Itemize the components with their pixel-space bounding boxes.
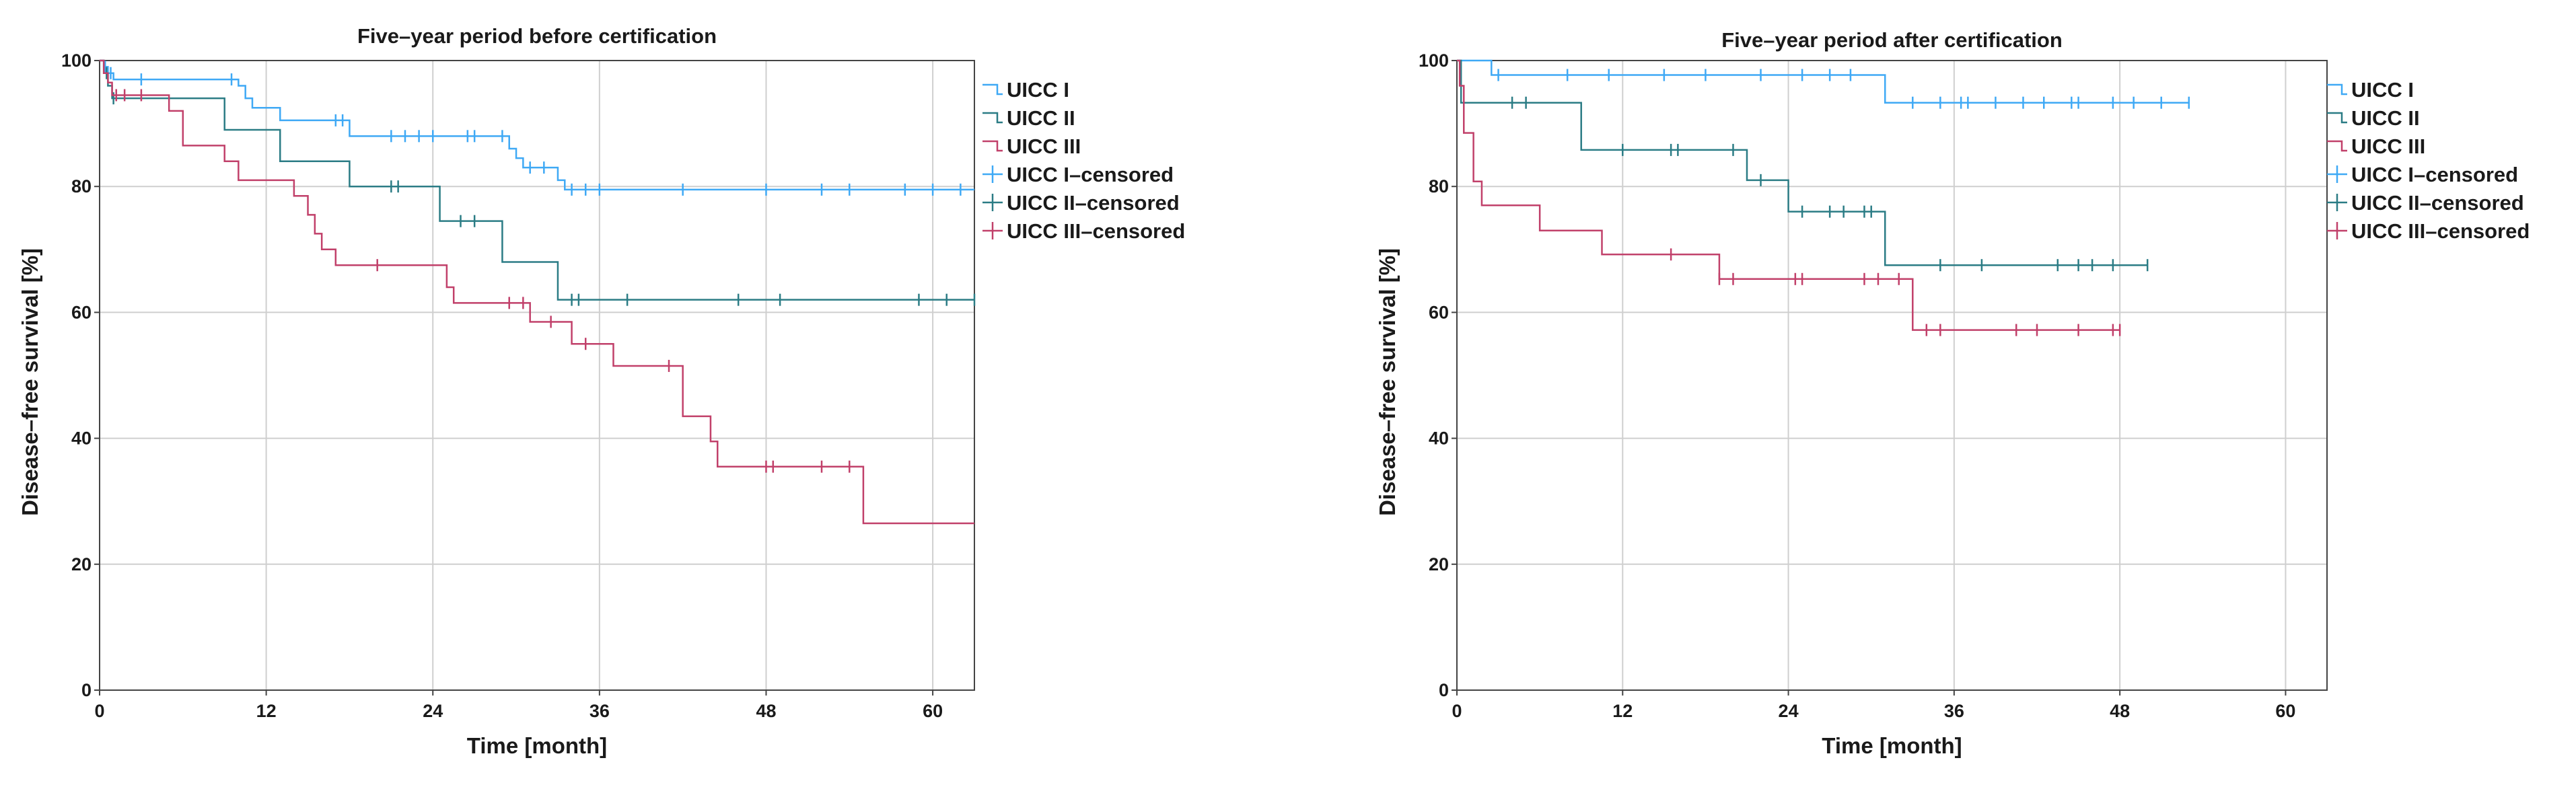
chart-panel-1: Five–year period before certification 0 20…	[17, 24, 1185, 758]
legend-label: UICC II–censored	[1007, 191, 1180, 215]
survival-curve-uicc-ii	[100, 59, 974, 301]
legend-label: UICC II	[2351, 106, 2420, 130]
legend-label: UICC II–censored	[2351, 191, 2524, 215]
survival-curve-uicc-iii	[100, 59, 974, 525]
legend: UICC I UICC II UICC III UICC I–censored UICC…	[982, 78, 1185, 243]
y-tick-label: 20	[1429, 554, 1449, 574]
y-tick-label: 40	[1429, 428, 1449, 449]
legend-label: UICC I	[1007, 78, 1069, 102]
chart-title: Five–year period before certification	[357, 24, 717, 48]
legend-line-swatch	[982, 83, 1003, 96]
x-tick-label: 0	[1452, 701, 1462, 721]
y-tick-label: 60	[71, 302, 92, 322]
legend-line-swatch	[2327, 140, 2347, 152]
legend-label: UICC III	[2351, 135, 2425, 158]
chart-title: Five–year period after certification	[1721, 28, 2063, 52]
x-tick-label: 48	[2110, 701, 2130, 721]
x-tick-label: 48	[756, 701, 776, 721]
x-tick-label: 24	[1779, 701, 1799, 721]
legend-line-swatch	[982, 140, 1003, 152]
y-tick-label: 100	[61, 50, 92, 71]
x-tick-label: 0	[94, 701, 104, 721]
x-axis-label: Time [month]	[1822, 733, 1962, 758]
legend-label: UICC II	[1007, 106, 1075, 130]
legend-label: UICC III–censored	[2351, 219, 2530, 243]
y-tick-label: 0	[1439, 680, 1449, 700]
x-tick-label: 12	[256, 701, 277, 721]
legend-label: UICC I	[2351, 78, 2414, 102]
y-tick-label: 40	[71, 428, 92, 449]
survival-curve-uicc-i	[1457, 59, 2189, 104]
y-axis-label: Disease–free survival [%]	[1375, 248, 1400, 516]
legend-line-swatch	[2327, 83, 2347, 96]
plot-area-frame	[99, 60, 975, 691]
survival-curve-uicc-iii	[1457, 59, 2120, 331]
y-tick-label: 80	[71, 176, 92, 196]
x-tick-label: 12	[1612, 701, 1633, 721]
legend-line-swatch	[2327, 112, 2347, 124]
survival-curve-uicc-ii	[1457, 59, 2148, 266]
x-tick-label: 36	[1944, 701, 1964, 721]
x-tick-label: 60	[923, 701, 943, 721]
x-tick-label: 36	[589, 701, 610, 721]
legend-line-swatch	[982, 112, 1003, 124]
y-tick-label: 60	[1429, 302, 1449, 322]
legend-label: UICC I–censored	[1007, 163, 1174, 186]
y-tick-label: 80	[1429, 176, 1449, 196]
y-tick-label: 20	[71, 554, 92, 574]
y-tick-label: 0	[81, 680, 92, 700]
x-tick-label: 60	[2275, 701, 2295, 721]
legend: UICC I UICC II UICC III UICC I–censored UICC…	[2327, 78, 2530, 243]
plot-area-frame	[1456, 60, 2328, 691]
legend-label: UICC III–censored	[1007, 219, 1185, 243]
x-tick-label: 24	[423, 701, 443, 721]
y-tick-label: 100	[1419, 50, 1449, 71]
y-axis-label: Disease–free survival [%]	[17, 248, 42, 516]
legend-label: UICC I–censored	[2351, 163, 2518, 186]
chart-panel-2: Five–year period after certification 0 20 4…	[1375, 28, 2530, 758]
legend-label: UICC III	[1007, 135, 1081, 158]
x-axis-label: Time [month]	[467, 733, 607, 758]
